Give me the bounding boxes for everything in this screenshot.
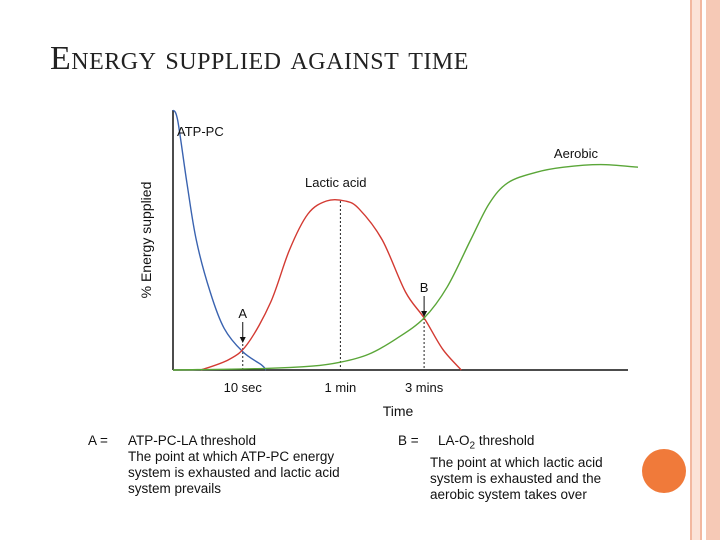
legend-a-title: ATP-PC-LA threshold xyxy=(128,433,257,448)
annotation-a-label: A xyxy=(238,306,247,321)
series-line-aerobic xyxy=(172,163,639,371)
x-axis-label: Time xyxy=(383,403,414,419)
annotation-a-arrowhead xyxy=(239,337,246,343)
slide-title: Energy supplied against time xyxy=(50,40,469,77)
legend-b-line-2: system is exhausted and the xyxy=(430,470,602,486)
annotation-b-arrowhead xyxy=(421,311,428,317)
x-tick-label-1: 10 sec xyxy=(224,380,263,395)
legend-b-line-3: aerobic system takes over xyxy=(430,486,587,502)
side-stripe-decoration xyxy=(682,0,720,540)
legend-b-title: LA-O2 threshold xyxy=(438,433,534,455)
legend-a-line-1: The point at which ATP-PC energy xyxy=(128,449,335,464)
chart-axes xyxy=(172,110,628,371)
legend-a-line-2: system is exhausted and lactic acid xyxy=(128,465,340,480)
legend-b-title-sub: 2 xyxy=(469,440,476,452)
legend-b-key: B = xyxy=(398,433,419,448)
x-tick-label-2: 1 min xyxy=(325,380,357,395)
legend-a: A = ATP-PC-LA threshold The point at whi… xyxy=(88,433,340,497)
series-label-aerobic: Aerobic xyxy=(554,146,599,161)
legend-b-line-1: The point at which lactic acid xyxy=(430,454,603,470)
x-tick-label-3: 3 mins xyxy=(405,380,444,395)
series-line-lactic-acid xyxy=(200,198,462,371)
series-line-atp-pc xyxy=(172,109,267,371)
legend-a-line-3: system prevails xyxy=(128,481,222,496)
series-label-atp-pc: ATP-PC xyxy=(177,124,224,139)
y-axis-label: % Energy supplied xyxy=(138,182,154,299)
legend-b: B = LA-O2 threshold The point at which l… xyxy=(398,433,603,503)
annotation-b-label: B xyxy=(420,280,429,295)
legend-a-key: A = xyxy=(88,433,108,448)
series-label-lactic-acid: Lactic acid xyxy=(305,175,366,190)
legend-b-title-suffix: threshold xyxy=(475,433,535,448)
orange-circle-decoration xyxy=(642,449,686,493)
legend-b-title-prefix: LA-O xyxy=(438,433,470,448)
